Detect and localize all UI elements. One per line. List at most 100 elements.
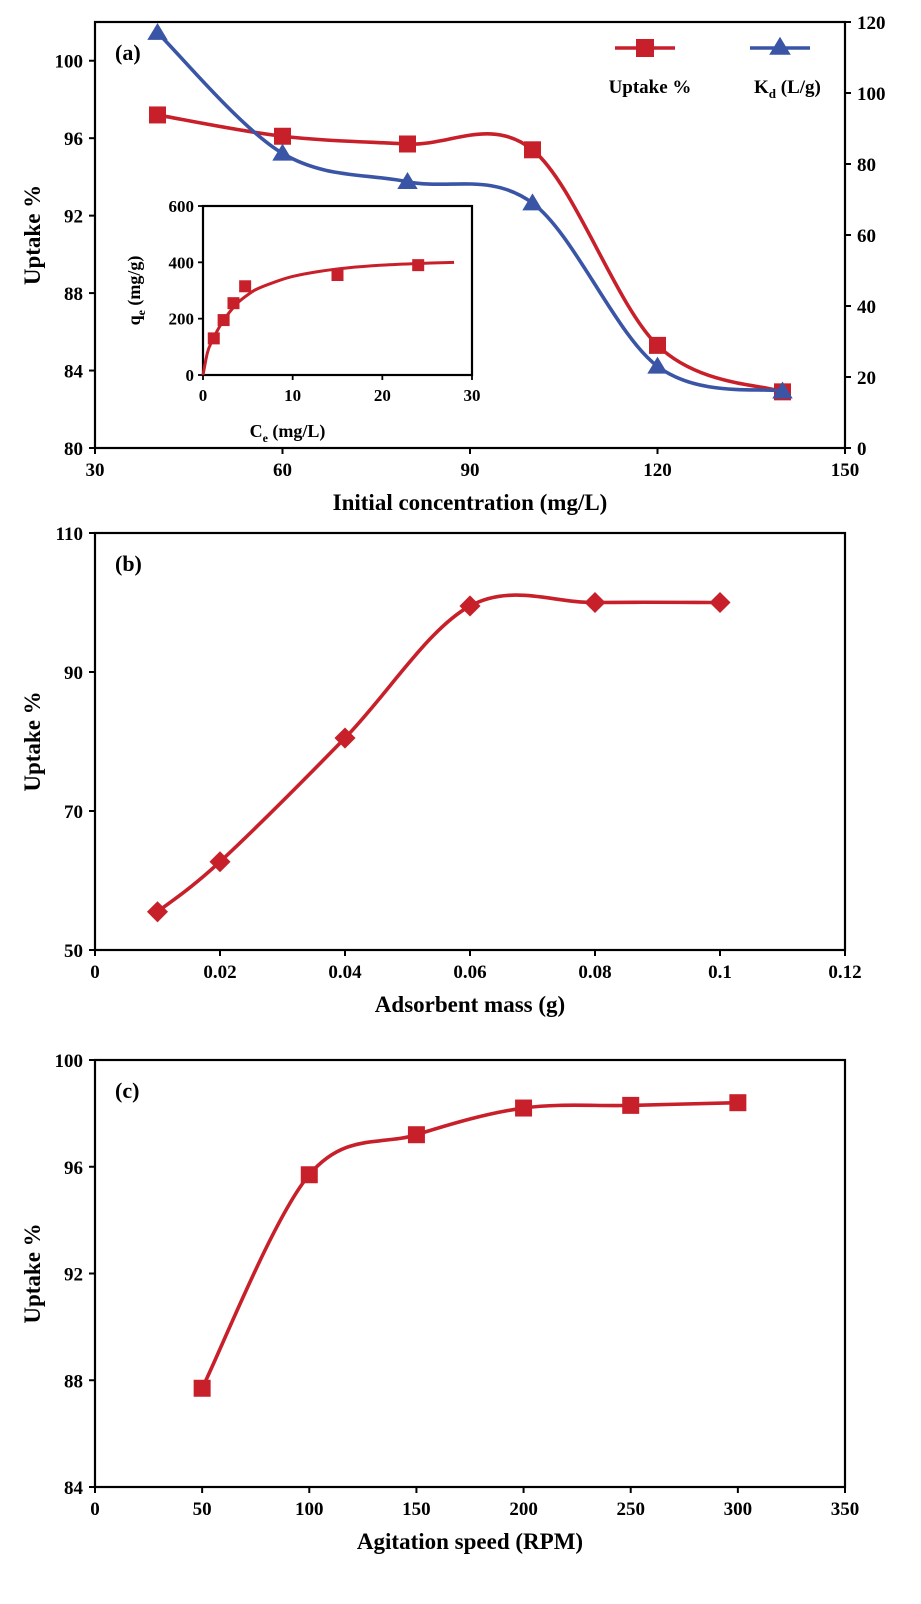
legend-marker-uptake	[636, 39, 654, 57]
y2-tick-label: 80	[857, 155, 876, 176]
y-tick-label: 96	[64, 1158, 83, 1179]
inset-y-axis-title: qe (mg/g)	[124, 256, 148, 326]
inset-data-point	[331, 269, 344, 282]
x-tick-label: 30	[86, 460, 105, 481]
x-tick-label: 0.06	[453, 962, 486, 983]
inset-x-tick-label: 20	[374, 386, 391, 405]
panel-c-uptake-vs-agitation-speed: 0 50 100 150 200 250 300 350 84 88 92 96 100 Agitatio…	[20, 1051, 859, 1554]
x-tick-label: 150	[831, 460, 860, 481]
y-tick-label: 84	[64, 1478, 84, 1499]
data-point	[647, 356, 668, 374]
data-point	[147, 22, 168, 40]
x-axis-title: Adsorbent mass (g)	[375, 992, 565, 1017]
y-tick-label: 100	[55, 1051, 84, 1072]
legend-kd-suffix: (L/g)	[776, 77, 821, 98]
panel-b-uptake-vs-adsorbent-mass: 0 0.02 0.04 0.06 0.08 0.1 0.12 50 70 90 110 Adsorbe…	[20, 524, 862, 1017]
x-tick-label: 0.02	[203, 962, 236, 983]
inset-isotherm: 0 10 20 30 0 200 400 600 Ce (mg/L) qe (mg/g)	[124, 197, 481, 445]
y-tick-label: 70	[64, 802, 83, 823]
y-axis-title: Uptake %	[20, 691, 45, 791]
inset-data-point	[227, 297, 240, 310]
panel-label: (a)	[115, 40, 141, 65]
inset-data-point	[239, 280, 252, 293]
x-tick-label: 90	[461, 460, 480, 481]
data-point	[584, 591, 606, 614]
y-tick-label: 92	[64, 1265, 83, 1286]
data-point	[524, 141, 541, 159]
data-point	[146, 901, 169, 923]
y-tick-label: 92	[64, 207, 83, 228]
y2-tick-label: 60	[857, 226, 876, 247]
x-tick-label: 100	[295, 1499, 324, 1520]
inset-x-tick-label: 0	[199, 386, 208, 405]
y-tick-label: 110	[56, 524, 83, 545]
x-tick-label: 50	[193, 1499, 212, 1520]
y-axis-title: Uptake %	[20, 185, 45, 285]
x-tick-label: 300	[724, 1499, 753, 1520]
x-tick-label: 250	[616, 1499, 645, 1520]
panel-a-uptake-vs-initial-concentration: 30 60 90 120 1508084889296100020406080100120…	[20, 13, 886, 515]
data-point	[649, 336, 666, 354]
panel-label: (b)	[115, 551, 142, 576]
x-tick-label: 60	[273, 460, 292, 481]
y-tick-label: 50	[64, 941, 83, 962]
data-point	[300, 1166, 318, 1184]
y-tick-label: 88	[64, 1371, 83, 1392]
inset-x-tick-label: 10	[284, 386, 301, 405]
x-tick-label: 200	[509, 1499, 538, 1520]
data-point	[209, 851, 231, 873]
plot-frame	[93, 1058, 847, 1489]
y-tick-label: 96	[64, 129, 83, 150]
y-tick-label: 100	[55, 52, 84, 73]
data-point	[149, 106, 166, 124]
x-tick-label: 0	[90, 1499, 100, 1520]
x-tick-label: 120	[643, 460, 672, 481]
y2-tick-label: 20	[857, 368, 876, 389]
inset-data-point	[412, 259, 425, 272]
inset-data-point	[217, 314, 230, 327]
y-axis-title: Uptake %	[20, 1223, 45, 1323]
x-axis-title: Agitation speed (RPM)	[357, 1529, 583, 1554]
data-point	[515, 1099, 533, 1117]
x-tick-label: 0	[90, 962, 100, 983]
data-point	[459, 595, 481, 617]
data-point	[709, 591, 731, 614]
inset-x-axis-title: Ce (mg/L)	[250, 421, 326, 445]
legend-kd-subscript: d	[769, 86, 777, 101]
inset-y-tick-label: 0	[186, 366, 195, 385]
inset-x-tick-label: 30	[464, 386, 481, 405]
y2-tick-label: 0	[857, 439, 867, 460]
legend-label-kd: Kd (L/g)	[754, 77, 821, 101]
legend: Uptake % Kd (L/g)	[609, 36, 821, 101]
legend-kd-main: K	[754, 77, 769, 98]
data-point	[397, 172, 418, 190]
data-point	[193, 1379, 211, 1397]
x-tick-label: 0.1	[708, 962, 732, 983]
series-line-0	[200, 1100, 740, 1391]
y2-tick-label: 100	[857, 84, 886, 105]
x-tick-label: 150	[402, 1499, 431, 1520]
data-point	[729, 1094, 747, 1112]
inset-data-point	[207, 332, 220, 345]
y-tick-label: 88	[64, 284, 83, 305]
data-point	[334, 727, 356, 749]
x-tick-label: 350	[831, 1499, 860, 1520]
y2-tick-label: 120	[857, 13, 886, 34]
data-point	[622, 1096, 640, 1114]
x-tick-label: 0.12	[828, 962, 861, 983]
data-point	[399, 135, 416, 153]
data-point	[522, 193, 543, 211]
y-tick-label: 90	[64, 663, 83, 684]
data-point	[772, 381, 793, 399]
data-point	[274, 127, 291, 145]
inset-y-tick-label: 200	[169, 310, 195, 329]
data-point	[407, 1126, 425, 1144]
inset-y-tick-label: 400	[169, 253, 195, 272]
data-point	[272, 143, 293, 161]
y-tick-label: 84	[64, 362, 84, 383]
y2-tick-label: 40	[857, 297, 876, 318]
inset-y-tick-label: 600	[169, 197, 195, 216]
legend-label-uptake: Uptake %	[609, 77, 692, 98]
x-tick-label: 0.08	[578, 962, 611, 983]
